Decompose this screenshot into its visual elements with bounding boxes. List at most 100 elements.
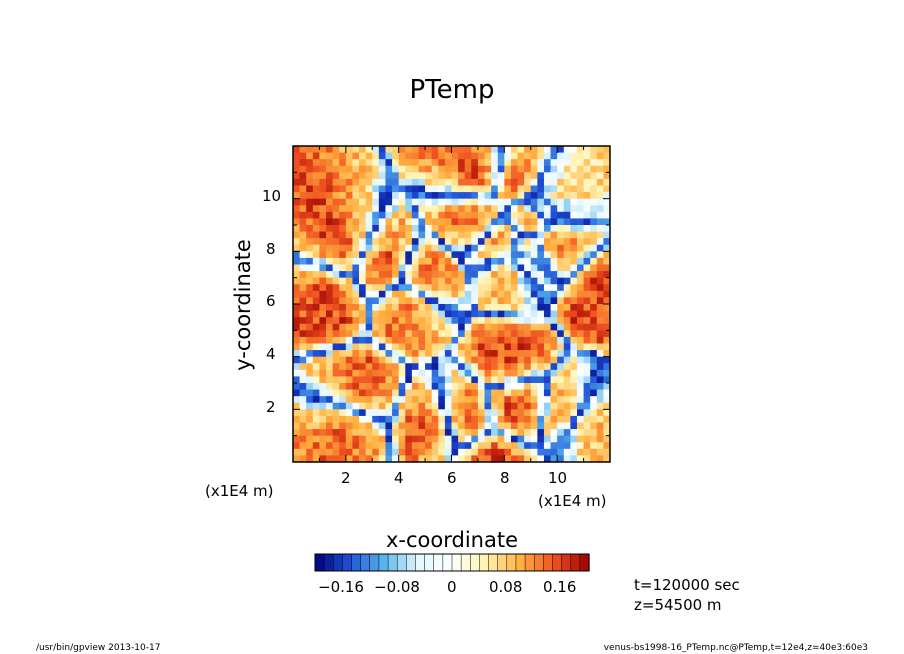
heatmap-cell: [491, 257, 499, 266]
heatmap-cell: [596, 211, 604, 220]
heatmap-cell: [339, 185, 347, 193]
heatmap-cell: [583, 415, 591, 424]
heatmap-cell: [550, 442, 558, 450]
heatmap-cell: [458, 257, 466, 266]
heatmap-cell: [359, 310, 367, 318]
heatmap-cell: [484, 402, 492, 410]
heatmap-cell: [326, 290, 334, 299]
heatmap-cell: [543, 192, 552, 200]
heatmap-cell: [603, 304, 610, 312]
heatmap-cell: [306, 211, 314, 220]
heatmap-cell: [471, 389, 479, 397]
heatmap-cell: [339, 159, 347, 167]
heatmap-cell: [563, 336, 571, 345]
heatmap-cell: [590, 244, 598, 252]
heatmap-cell: [451, 205, 459, 213]
heatmap-cell: [418, 455, 426, 462]
heatmap-cell: [504, 323, 512, 331]
heatmap-cell: [497, 383, 505, 391]
heatmap-cell: [372, 323, 380, 331]
heatmap-cell: [438, 409, 446, 417]
heatmap-cell: [405, 192, 413, 200]
heatmap-cell: [497, 165, 505, 173]
heatmap-cell: [570, 244, 578, 252]
heatmap-cell: [293, 389, 301, 397]
heatmap-cell: [464, 211, 472, 220]
heatmap-cell: [557, 330, 565, 338]
heatmap-cell: [306, 389, 314, 397]
heatmap-cell: [557, 369, 565, 378]
heatmap-cell: [491, 251, 499, 259]
heatmap-cell: [398, 402, 406, 410]
heatmap-cell: [596, 330, 604, 338]
heatmap-cell: [345, 402, 354, 410]
heatmap-cell: [345, 257, 354, 266]
heatmap-cell: [444, 350, 453, 358]
heatmap-cell: [326, 297, 334, 305]
heatmap-cell: [405, 284, 413, 292]
heatmap-cell: [392, 415, 400, 424]
heatmap-cell: [352, 185, 360, 193]
heatmap-cell: [398, 205, 406, 213]
heatmap-cell: [524, 159, 532, 167]
heatmap-cell: [530, 448, 538, 457]
heatmap-cell: [365, 363, 373, 371]
heatmap-cell: [543, 185, 552, 193]
heatmap-cell: [484, 198, 492, 206]
heatmap-cell: [339, 402, 347, 410]
heatmap-cell: [365, 225, 373, 233]
heatmap-cell: [590, 251, 598, 259]
heatmap-cell: [411, 350, 420, 358]
heatmap-cell: [372, 205, 380, 213]
heatmap-cell: [497, 336, 505, 345]
heatmap-cell: [372, 415, 380, 424]
heatmap-cell: [326, 192, 334, 200]
heatmap-cell: [352, 396, 360, 404]
heatmap-cell: [293, 323, 301, 331]
heatmap-cell: [438, 304, 446, 312]
heatmap-cell: [306, 448, 314, 457]
heatmap-cell: [372, 297, 380, 305]
heatmap-cell: [603, 290, 610, 299]
heatmap-cell: [418, 402, 426, 410]
heatmap-cell: [345, 251, 354, 259]
heatmap-cell: [517, 264, 525, 272]
heatmap-cell: [557, 448, 565, 457]
heatmap-cell: [504, 448, 512, 457]
heatmap-cell: [451, 409, 459, 417]
heatmap-cell: [464, 251, 472, 259]
heatmap-cell: [464, 383, 472, 391]
colorbar-swatch: [396, 553, 407, 572]
heatmap-cell: [425, 271, 433, 279]
heatmap-cell: [464, 225, 472, 233]
heatmap-cell: [438, 376, 446, 384]
heatmap-cell: [372, 198, 380, 206]
heatmap-cell: [425, 396, 433, 404]
heatmap-cell: [345, 290, 354, 299]
heatmap-cell: [385, 284, 393, 292]
heatmap-cell: [319, 442, 327, 450]
heatmap-cell: [477, 264, 486, 272]
heatmap-cell: [576, 383, 585, 391]
heatmap-cell: [596, 383, 604, 391]
heatmap-cell: [570, 284, 578, 292]
heatmap-cell: [326, 159, 334, 167]
heatmap-cell: [425, 383, 433, 391]
heatmap-cell: [438, 297, 446, 305]
heatmap-cell: [365, 238, 373, 246]
heatmap-cell: [451, 165, 459, 173]
heatmap-cell: [491, 455, 499, 462]
heatmap-cell: [372, 257, 380, 266]
heatmap-cell: [590, 369, 598, 378]
heatmap-cell: [418, 192, 426, 200]
heatmap-cell: [425, 211, 433, 220]
heatmap-cell: [378, 271, 387, 279]
heatmap-cell: [570, 205, 578, 213]
heatmap-cell: [352, 264, 360, 272]
heatmap-cell: [583, 211, 591, 220]
heatmap-cell: [359, 402, 367, 410]
heatmap-cell: [326, 205, 334, 213]
heatmap-cell: [398, 290, 406, 299]
heatmap-cell: [464, 244, 472, 252]
heatmap-cell: [312, 146, 321, 154]
